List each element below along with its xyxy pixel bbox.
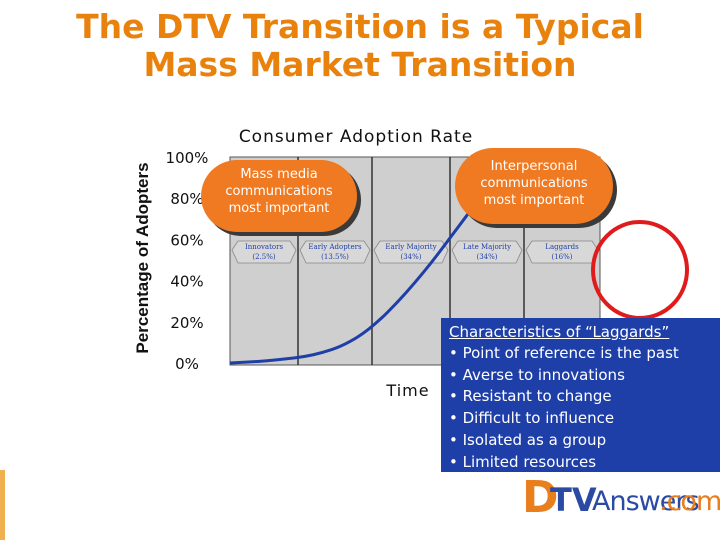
laggards-bullet: • Limited resources (449, 452, 597, 471)
y-tick-label: 0% (175, 355, 199, 373)
slide-title-line-1: The DTV Transition is a Typical (76, 7, 644, 46)
segment-share-label: (34%) (476, 253, 497, 261)
adoption-curve-line (229, 162, 509, 365)
logo-com: .com (659, 486, 720, 517)
interpersonal-cloud-line-3: most important (483, 193, 585, 208)
segment-name-label: Innovators (245, 243, 283, 251)
mass-media-cloud-line-3: most important (228, 201, 330, 216)
slide-title: The DTV Transition is a Typical Mass Mar… (0, 8, 720, 84)
segment-name-label: Early Adopters (308, 243, 362, 251)
y-tick-label: 40% (170, 273, 203, 291)
laggards-bullet: • Isolated as a group (449, 430, 607, 449)
y-tick-label: 60% (170, 231, 203, 249)
mass-media-cloud-line-2: communications (225, 184, 333, 199)
segment-label-box (451, 240, 523, 264)
interpersonal-cloud: Interpersonal communications most import… (455, 148, 613, 224)
y-tick-labels: 0% 20% 40% 60% 80% 100% (166, 149, 209, 373)
segment-share-label: (2.5%) (252, 253, 276, 261)
segment-name-label: Early Majority (385, 243, 436, 251)
x-axis-label: Time (385, 381, 429, 400)
segment-name-label: Laggards (545, 243, 579, 251)
y-tick-label: 80% (170, 190, 203, 208)
segment-label-box (231, 240, 297, 264)
slide-title-line-2: Mass Market Transition (143, 45, 577, 84)
segment-share-label: (34%) (400, 253, 421, 261)
laggards-bullet-list: • Point of reference is the past • Avers… (449, 343, 712, 473)
laggards-bullet: • Resistant to change (449, 387, 612, 406)
laggards-characteristics-box: Characteristics of “Laggards” • Point of… (441, 318, 720, 472)
laggards-bullet: • Point of reference is the past (449, 344, 679, 362)
logo-d: D (522, 472, 559, 523)
y-axis-label: Percentage of Adopters (133, 162, 152, 353)
logo-answers: Answers (592, 486, 700, 517)
chart-title: Consumer Adoption Rate (239, 127, 473, 147)
segment-share-label: (16%) (551, 253, 572, 261)
interpersonal-cloud-line-1: Interpersonal (490, 159, 578, 174)
adopter-segments: Innovators (2.5%) Early Adopters (13.5%) Ear… (231, 157, 599, 365)
y-tick-label: 100% (166, 149, 209, 167)
segment-label-box (373, 240, 449, 264)
interpersonal-cloud-line-2: communications (480, 176, 588, 191)
laggards-bullet: • Averse to innovations (449, 365, 625, 384)
segment-share-label: (13.5%) (321, 253, 349, 261)
y-tick-label: 20% (170, 314, 203, 332)
laggards-highlight-circle (591, 220, 689, 320)
segment-name-label: Late Majority (463, 243, 511, 251)
mass-media-cloud: Mass media communications most important (201, 160, 357, 232)
laggards-bullet: • Difficult to influence (449, 409, 615, 428)
mass-media-cloud-line-1: Mass media (240, 167, 318, 182)
laggards-heading: Characteristics of “Laggards” (449, 323, 670, 341)
logo-tv: TV (550, 481, 597, 519)
adoption-curve (229, 162, 509, 365)
left-accent-bar (0, 470, 5, 540)
segment-label-box (299, 240, 371, 264)
